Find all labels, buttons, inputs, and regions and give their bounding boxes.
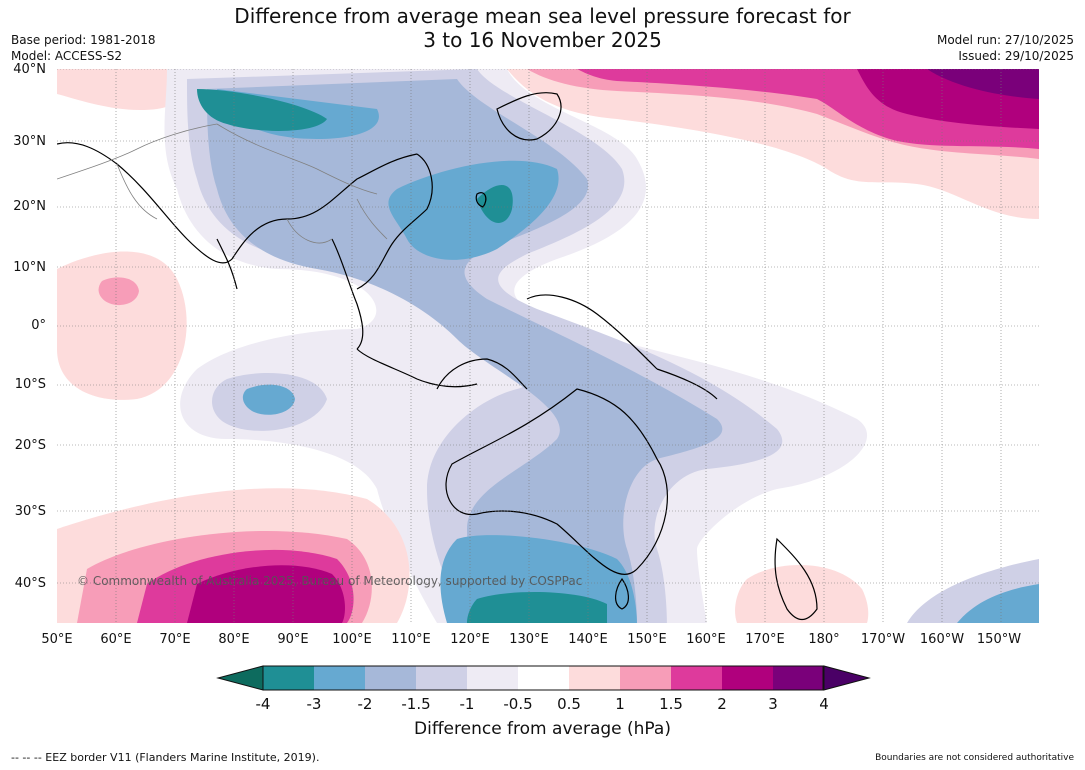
colorbar-tick-0-5: 0.5	[557, 695, 581, 713]
colorbar-segment	[620, 666, 671, 690]
lon-label-70e: 70°E	[159, 632, 191, 647]
colorbar-segment	[314, 666, 365, 690]
base-period: Base period: 1981-2018	[11, 33, 156, 47]
colorbar-segment	[518, 666, 569, 690]
colorbar-segment	[365, 666, 416, 690]
anomaly-high-nw	[57, 69, 188, 111]
boundaries-disclaimer: Boundaries are not considered authoritat…	[875, 753, 1074, 763]
colorbar-tick-neg3: -3	[306, 695, 322, 713]
colorbar-segment	[671, 666, 722, 690]
map-title-line1: Difference from average mean sea level p…	[234, 4, 851, 28]
anomaly-high-w-2	[98, 277, 139, 306]
lon-label-170w: 170°W	[860, 632, 906, 647]
lat-label-10s: 10°S	[14, 377, 46, 392]
model-run: Model run: 27/10/2025	[936, 33, 1074, 47]
colorbar	[216, 665, 871, 691]
colorbar-segment	[569, 666, 620, 690]
eez-border-note: -- -- -- EEZ border V11 (Flanders Marine…	[11, 751, 320, 764]
colorbar-tick-1-5: 1.5	[659, 695, 683, 713]
map-title: Difference from average mean sea level p…	[0, 4, 1085, 52]
colorbar-tick-neg1: -1	[459, 695, 475, 713]
lon-label-110e: 110°E	[391, 632, 431, 647]
colorbar-segment	[416, 666, 467, 690]
lon-label-90e: 90°E	[277, 632, 309, 647]
anomaly-low-ring4	[217, 89, 637, 623]
anomaly-high-nz	[735, 565, 869, 623]
colorbar-segment	[773, 666, 824, 690]
lat-label-20s: 20°S	[14, 438, 46, 453]
colorbar-tick-1: 1	[615, 695, 625, 713]
colorbar-arrow-right	[823, 665, 871, 691]
lon-label-50e: 50°E	[41, 632, 73, 647]
colorbar-segments	[216, 665, 871, 691]
copyright-notice: © Commonwealth of Australia 2025, Bureau…	[77, 574, 583, 588]
lon-label-130e: 130°E	[509, 632, 549, 647]
lat-label-0: 0°	[31, 318, 46, 333]
lat-label-10n: 10°N	[13, 260, 46, 275]
lon-label-100e: 100°E	[332, 632, 372, 647]
lon-label-150e: 150°E	[627, 632, 667, 647]
map-panel: © Commonwealth of Australia 2025, Bureau…	[57, 69, 1039, 623]
anomaly-low-small2	[242, 384, 295, 415]
lat-label-30n: 30°N	[13, 134, 46, 149]
lon-label-180: 180°	[808, 632, 840, 647]
country-borders	[57, 123, 388, 244]
lon-label-160e: 160°E	[686, 632, 726, 647]
colorbar-tick-neg4: -4	[255, 695, 271, 713]
colorbar-tick-2: 2	[717, 695, 727, 713]
meta-right: Model run: 27/10/2025 Issued: 29/10/2025	[937, 32, 1074, 64]
gridlines	[57, 69, 1039, 623]
lon-label-60e: 60°E	[100, 632, 132, 647]
colorbar-segment	[722, 666, 773, 690]
lat-label-40n: 40°N	[13, 62, 46, 77]
colorbar-tick-neg0-5: -0.5	[503, 695, 533, 713]
anomaly-high-w	[57, 251, 187, 400]
model-name: Model: ACCESS-S2	[11, 49, 123, 63]
lon-label-120e: 120°E	[450, 632, 490, 647]
anomaly-high-sw-4	[187, 565, 345, 623]
colorbar-segment	[263, 666, 314, 690]
lat-label-40s: 40°S	[14, 576, 46, 591]
anomaly-low-ring3	[207, 79, 723, 623]
lon-label-140e: 140°E	[568, 632, 608, 647]
colorbar-arrow-left	[216, 665, 264, 691]
meta-left: Base period: 1981-2018 Model: ACCESS-S2	[11, 32, 156, 64]
anomaly-high-north-5	[927, 69, 1039, 99]
colorbar-title: Difference from average (hPa)	[414, 719, 671, 739]
lat-label-30s: 30°S	[14, 504, 46, 519]
map-title-line2: 3 to 16 November 2025	[423, 28, 662, 52]
anomaly-map	[57, 69, 1039, 623]
colorbar-tick-neg1-5: -1.5	[401, 695, 431, 713]
colorbar-segment	[467, 666, 518, 690]
colorbar-frame	[262, 665, 824, 691]
colorbar-tick-neg2: -2	[357, 695, 373, 713]
anomaly-low-se-2	[957, 584, 1039, 623]
lon-label-150w: 150°W	[976, 632, 1022, 647]
colorbar-tick-4: 4	[819, 695, 829, 713]
lon-label-160w: 160°W	[919, 632, 965, 647]
lat-label-20n: 20°N	[13, 199, 46, 214]
colorbar-tick-3: 3	[768, 695, 778, 713]
lon-label-170e: 170°E	[745, 632, 785, 647]
issued-date: Issued: 29/10/2025	[958, 49, 1074, 63]
lon-label-80e: 80°E	[218, 632, 250, 647]
